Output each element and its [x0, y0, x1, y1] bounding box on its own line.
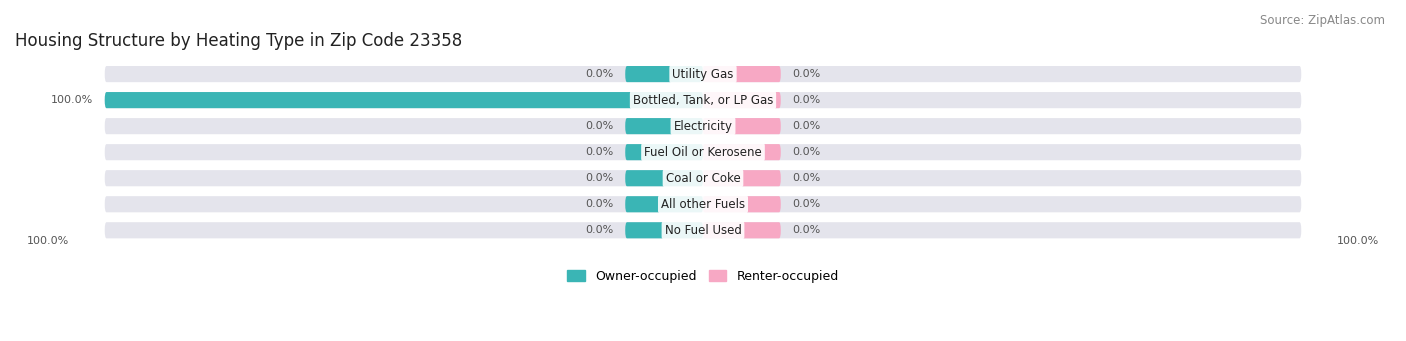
FancyBboxPatch shape [104, 196, 1302, 212]
Text: 0.0%: 0.0% [585, 225, 613, 235]
Text: 0.0%: 0.0% [585, 173, 613, 183]
Text: 0.0%: 0.0% [585, 147, 613, 157]
Text: 100.0%: 100.0% [1337, 236, 1379, 247]
FancyBboxPatch shape [626, 196, 703, 212]
Text: Bottled, Tank, or LP Gas: Bottled, Tank, or LP Gas [633, 94, 773, 107]
FancyBboxPatch shape [703, 118, 780, 134]
FancyBboxPatch shape [626, 144, 703, 160]
Text: No Fuel Used: No Fuel Used [665, 224, 741, 237]
FancyBboxPatch shape [104, 92, 1302, 108]
Text: 0.0%: 0.0% [793, 95, 821, 105]
Text: Utility Gas: Utility Gas [672, 68, 734, 80]
FancyBboxPatch shape [104, 92, 703, 108]
Text: 0.0%: 0.0% [793, 173, 821, 183]
FancyBboxPatch shape [703, 170, 780, 186]
FancyBboxPatch shape [104, 66, 1302, 82]
FancyBboxPatch shape [626, 118, 703, 134]
Text: 0.0%: 0.0% [793, 225, 821, 235]
Text: Housing Structure by Heating Type in Zip Code 23358: Housing Structure by Heating Type in Zip… [15, 32, 463, 50]
FancyBboxPatch shape [626, 170, 703, 186]
Text: 0.0%: 0.0% [793, 69, 821, 79]
Text: All other Fuels: All other Fuels [661, 198, 745, 211]
FancyBboxPatch shape [104, 118, 1302, 134]
Text: Coal or Coke: Coal or Coke [665, 172, 741, 185]
Text: 0.0%: 0.0% [793, 147, 821, 157]
Text: Source: ZipAtlas.com: Source: ZipAtlas.com [1260, 14, 1385, 27]
FancyBboxPatch shape [703, 222, 780, 238]
FancyBboxPatch shape [104, 144, 1302, 160]
FancyBboxPatch shape [626, 222, 703, 238]
Text: Electricity: Electricity [673, 120, 733, 133]
FancyBboxPatch shape [104, 222, 1302, 238]
Text: 0.0%: 0.0% [585, 121, 613, 131]
FancyBboxPatch shape [626, 66, 703, 82]
Text: 100.0%: 100.0% [27, 236, 69, 247]
Text: 0.0%: 0.0% [793, 199, 821, 209]
Text: 0.0%: 0.0% [585, 199, 613, 209]
Text: 0.0%: 0.0% [585, 69, 613, 79]
Text: 100.0%: 100.0% [51, 95, 93, 105]
Text: Fuel Oil or Kerosene: Fuel Oil or Kerosene [644, 146, 762, 159]
FancyBboxPatch shape [703, 196, 780, 212]
FancyBboxPatch shape [703, 66, 780, 82]
Legend: Owner-occupied, Renter-occupied: Owner-occupied, Renter-occupied [568, 270, 838, 283]
FancyBboxPatch shape [703, 92, 780, 108]
FancyBboxPatch shape [104, 170, 1302, 186]
FancyBboxPatch shape [703, 144, 780, 160]
Text: 0.0%: 0.0% [793, 121, 821, 131]
